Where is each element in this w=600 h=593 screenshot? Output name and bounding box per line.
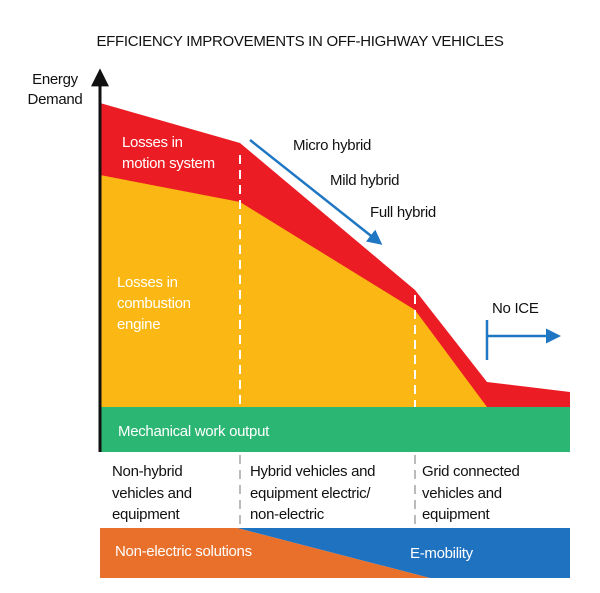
region-label: Losses in: [117, 274, 178, 291]
stage-label: equipment electric/: [250, 485, 371, 502]
stage-label: Grid connected: [422, 463, 520, 480]
y-axis-label: Demand: [28, 91, 83, 108]
stage-label: non-electric: [250, 506, 325, 523]
region-label: combustion: [117, 295, 191, 312]
solution-label: E-mobility: [410, 545, 474, 562]
hybrid-step: Full hybrid: [370, 204, 436, 221]
work-output-band: [100, 407, 570, 452]
solution-label: Non-electric solutions: [115, 543, 252, 560]
hybrid-step: Micro hybrid: [293, 137, 371, 154]
stage-label: equipment: [112, 506, 180, 523]
stage-label: equipment: [422, 506, 490, 523]
region-label: Losses in: [122, 134, 183, 151]
stage-label: Hybrid vehicles and: [250, 463, 375, 480]
stage-label: vehicles and: [112, 485, 192, 502]
combustion-loss-area: [100, 175, 487, 407]
e-mobility-band: [237, 528, 570, 578]
hybrid-step: Mild hybrid: [330, 172, 399, 189]
y-axis-label: Energy: [32, 71, 79, 88]
title: EFFICIENCY IMPROVEMENTS IN OFF-HIGHWAY V…: [96, 33, 503, 50]
region-label: engine: [117, 316, 160, 333]
no-ice-label: No ICE: [492, 300, 539, 317]
region-label: motion system: [122, 155, 215, 172]
stage-label: vehicles and: [422, 485, 502, 502]
region-label: Mechanical work output: [118, 423, 270, 440]
non-electric-band: [100, 528, 430, 578]
stage-label: Non-hybrid: [112, 463, 182, 480]
hybrid-arrow: [249, 139, 383, 245]
